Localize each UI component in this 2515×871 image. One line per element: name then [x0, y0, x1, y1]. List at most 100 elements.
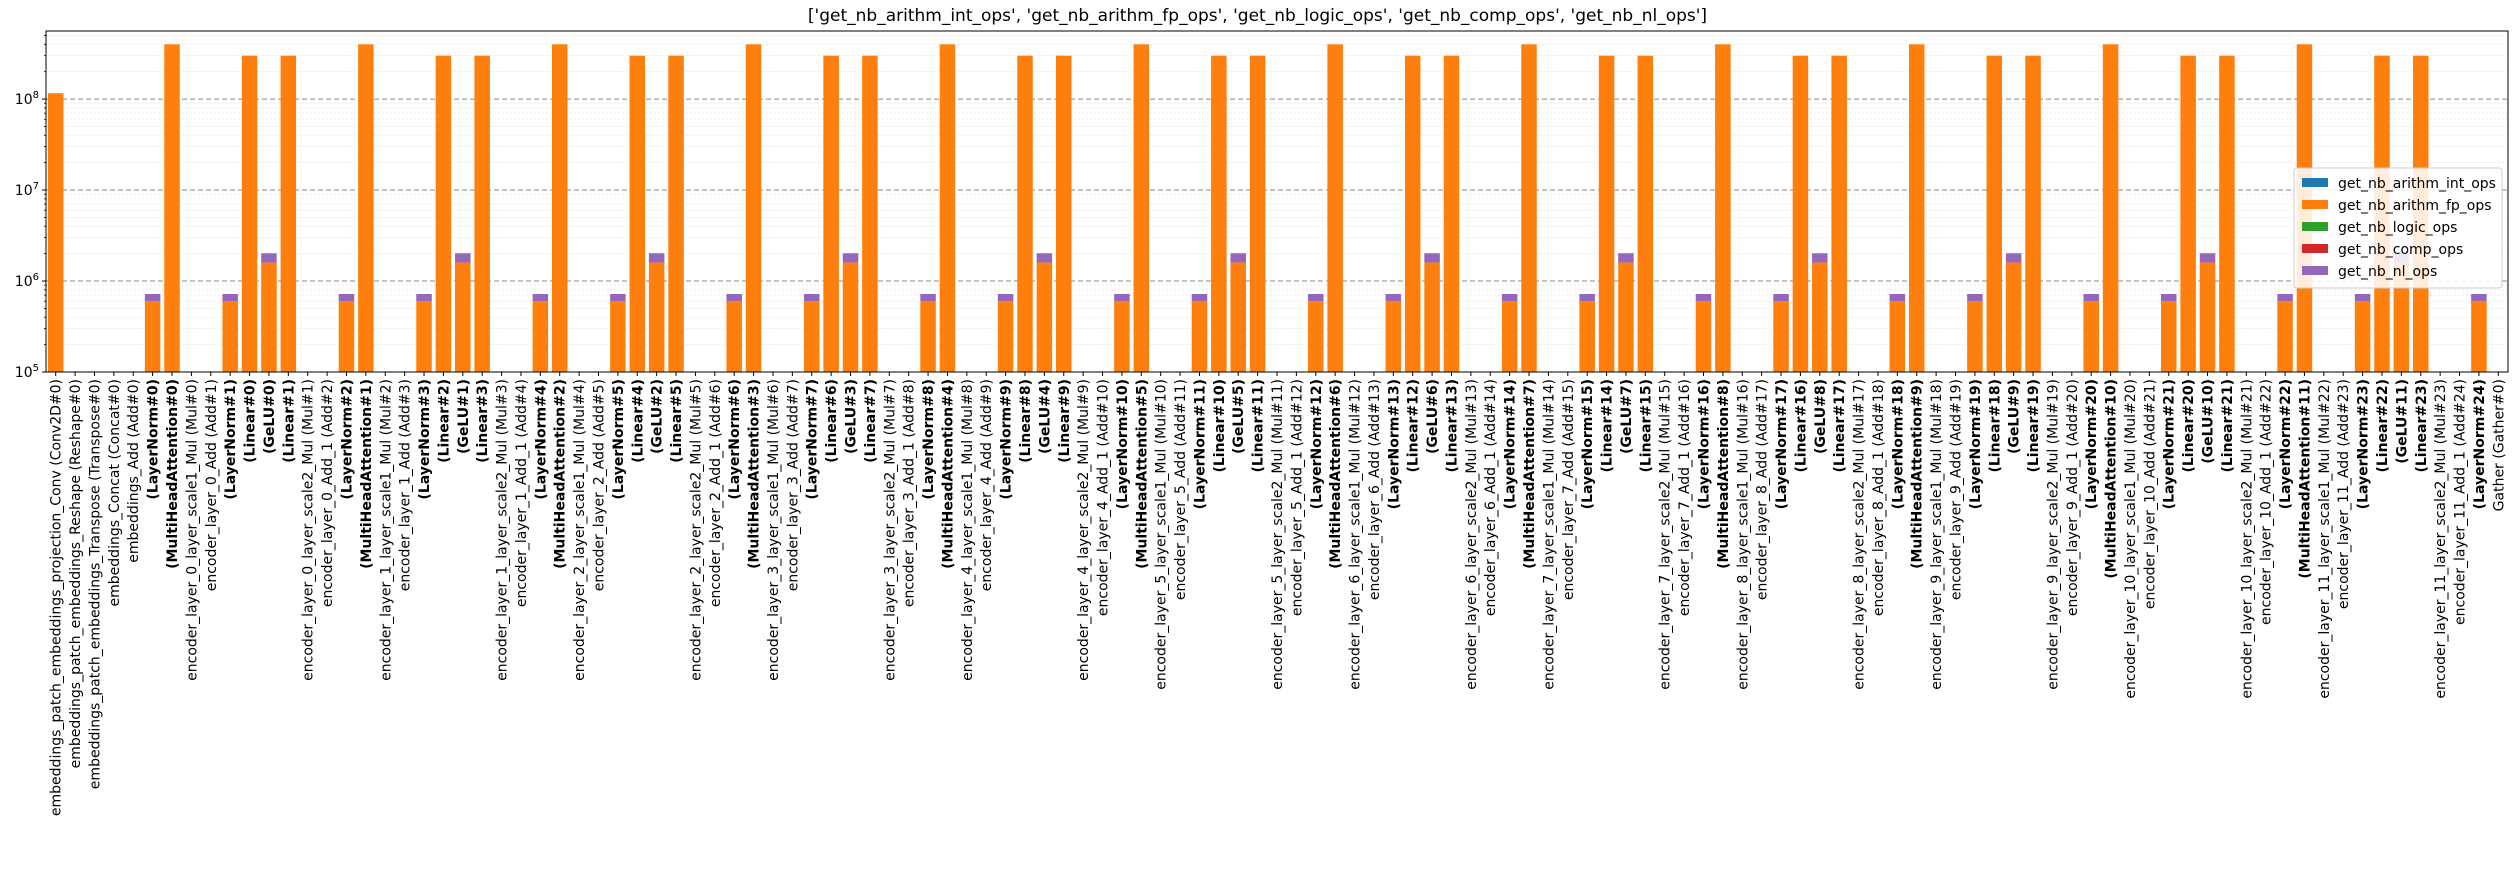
bar-get_nb_nl_ops	[1036, 253, 1053, 263]
x-tick-label: (MultiHeadAttention#10)	[2104, 379, 2120, 579]
x-tick-label: (MultiHeadAttention#6)	[1328, 379, 1344, 569]
bar-get_nb_arithm_fp_ops	[939, 44, 956, 372]
x-tick-label: (GeLU#6)	[1425, 379, 1441, 454]
x-tick-label: encoder_layer_7_Add_1 (Add#16)	[1677, 379, 1693, 616]
x-tick-label: (LayerNorm#1)	[223, 379, 239, 500]
legend-swatch	[2302, 266, 2328, 275]
x-tick-label: (Linear#7)	[863, 379, 879, 463]
x-tick-label: (LayerNorm#3)	[417, 379, 433, 500]
bar-get_nb_arithm_fp_ops	[1986, 55, 2003, 373]
bar-get_nb_nl_ops	[803, 294, 820, 302]
bar-get_nb_arithm_fp_ops	[1056, 55, 1072, 373]
legend-swatch	[2302, 178, 2328, 187]
bar-get_nb_nl_ops	[1501, 294, 1518, 302]
bar-get_nb_arithm_fp_ops	[1424, 262, 1440, 372]
x-tick-label: (Linear#22)	[2375, 379, 2391, 473]
bar-get_nb_arithm_fp_ops	[416, 301, 432, 372]
x-tick-label: encoder_layer_4_Add (Add#9)	[979, 379, 995, 591]
x-tick-label: (Linear#13)	[1444, 379, 1460, 473]
bar-get_nb_arithm_fp_ops	[823, 55, 839, 373]
bar-get_nb_arithm_fp_ops	[1327, 44, 1343, 372]
x-tick-label: (LayerNorm#6)	[727, 379, 743, 500]
x-tick-label: (GeLU#9)	[2007, 379, 2023, 454]
chart-title: ['get_nb_arithm_int_ops', 'get_nb_arithm…	[807, 6, 1708, 26]
x-tick-label: encoder_layer_5_layer_scale1_Mul (Mul#10…	[1154, 379, 1170, 690]
bar-get_nb_nl_ops	[2005, 253, 2022, 263]
x-tick-label: encoder_layer_7_layer_scale1_Mul (Mul#14…	[1541, 379, 1557, 690]
bar-get_nb_arithm_fp_ops	[2180, 55, 2196, 373]
bar-get_nb_arithm_fp_ops	[2471, 301, 2487, 372]
x-tick-label: encoder_layer_8_Add_1 (Add#18)	[1871, 379, 1887, 616]
bar-get_nb_nl_ops	[222, 294, 238, 302]
bar-get_nb_arithm_fp_ops	[648, 262, 665, 372]
bar-get_nb_arithm_fp_ops	[1521, 44, 1537, 372]
x-tick-label: embeddings_Add (Add#0)	[126, 379, 142, 563]
bar-get_nb_nl_ops	[1967, 294, 1983, 302]
bar-get_nb_arithm_fp_ops	[2025, 55, 2041, 373]
x-tick-label: (Linear#8)	[1018, 379, 1034, 463]
x-tick-label: encoder_layer_0_Add (Add#1)	[204, 379, 220, 591]
x-tick-label: (Linear#15)	[1638, 379, 1654, 473]
x-tick-label: (MultiHeadAttention#7)	[1522, 379, 1538, 569]
bar-get_nb_arithm_fp_ops	[1230, 262, 1246, 372]
x-tick-label: (LayerNorm#19)	[1968, 379, 1984, 509]
x-tick-label: (Linear#9)	[1057, 379, 1073, 463]
x-tick-label: encoder_layer_3_Add_1 (Add#8)	[902, 379, 918, 607]
x-tick-label: encoder_layer_3_Add (Add#7)	[785, 379, 801, 591]
bar-get_nb_arithm_fp_ops	[47, 93, 64, 372]
x-tick-label: encoder_layer_9_Add_1 (Add#20)	[2065, 379, 2081, 616]
bar-get_nb_arithm_fp_ops	[358, 44, 374, 372]
x-tick-label: encoder_layer_8_layer_scale1_Mul (Mul#16…	[1735, 379, 1751, 690]
x-tick-label: encoder_layer_4_layer_scale2_Mul (Mul#9)	[1076, 379, 1092, 681]
legend: get_nb_arithm_int_ops get_nb_arithm_fp_op…	[2293, 167, 2503, 289]
bar-get_nb_nl_ops	[1695, 294, 1712, 302]
x-tick-label: embeddings_patch_embeddings_Transpose (T…	[87, 379, 103, 789]
x-tick-label: (LayerNorm#22)	[2278, 379, 2294, 509]
bar-get_nb_arithm_fp_ops	[144, 301, 161, 372]
x-tick-label: (LayerNorm#16)	[1696, 379, 1712, 509]
bar-get_nb_nl_ops	[1308, 294, 1324, 302]
legend-swatch	[2302, 222, 2328, 231]
x-tick-label: encoder_layer_9_layer_scale1_Mul (Mul#18…	[1929, 379, 1945, 690]
bar-get_nb_arithm_fp_ops	[1017, 55, 1033, 373]
x-tick-label: encoder_layer_2_Add (Add#5)	[591, 379, 607, 591]
x-tick-label: (GeLU#1)	[456, 379, 472, 454]
x-tick-label: (Linear#6)	[824, 379, 840, 463]
bar-get_nb_nl_ops	[648, 253, 665, 263]
bars	[47, 44, 2487, 373]
bar-get_nb_arithm_fp_ops	[1114, 301, 1130, 372]
x-tick-label: (LayerNorm#11)	[1192, 379, 1208, 509]
bar-get_nb_nl_ops	[532, 294, 549, 302]
x-tick-label: (GeLU#8)	[1813, 379, 1829, 454]
x-tick-label: (LayerNorm#8)	[921, 379, 937, 500]
bar-get_nb_arithm_fp_ops	[551, 44, 568, 372]
y-tick-label: 106	[15, 272, 39, 290]
x-tick-label: encoder_layer_6_Add_1 (Add#14)	[1483, 379, 1499, 616]
x-tick-label: encoder_layer_1_Add_1 (Add#4)	[514, 379, 530, 607]
x-tick-label: encoder_layer_11_layer_scale2_Mul (Mul#2…	[2433, 379, 2449, 699]
x-tick-label: (GeLU#0)	[262, 379, 278, 454]
x-tick-label: (Linear#10)	[1212, 379, 1228, 473]
x-tick-label: encoder_layer_1_layer_scale2_Mul (Mul#3)	[495, 379, 511, 681]
x-tick-label: encoder_layer_0_Add_1 (Add#2)	[320, 379, 336, 607]
x-tick-label: (LayerNorm#7)	[805, 379, 821, 500]
bar-get_nb_nl_ops	[726, 294, 742, 302]
x-tick-label: encoder_layer_10_layer_scale1_Mul (Mul#2…	[2123, 379, 2139, 699]
x-tick-label: (LayerNorm#10)	[1115, 379, 1131, 509]
x-tick-label: (Linear#1)	[281, 379, 297, 463]
plot-frame	[45, 30, 2509, 373]
x-tick-label: encoder_layer_4_layer_scale1_Mul (Mul#8)	[960, 379, 976, 681]
bar-get_nb_arithm_fp_ops	[629, 55, 646, 373]
bar-get_nb_arithm_fp_ops	[2083, 301, 2099, 372]
x-tick-label: encoder_layer_5_Add_1 (Add#12)	[1289, 379, 1305, 616]
y-axis: 105 106 107 108	[15, 35, 46, 381]
x-tick-label: (LayerNorm#20)	[2084, 379, 2100, 509]
x-tick-label: (LayerNorm#2)	[339, 379, 355, 500]
x-tick-label: (MultiHeadAttention#11)	[2297, 379, 2313, 579]
x-tick-label: (LayerNorm#18)	[1890, 379, 1906, 509]
bar-get_nb_nl_ops	[416, 294, 432, 302]
x-tick-label: encoder_layer_10_layer_scale2_Mul (Mul#2…	[2239, 379, 2255, 699]
legend-label: get_nb_logic_ops	[2338, 220, 2457, 236]
x-tick-label: encoder_layer_1_Add (Add#3)	[398, 379, 414, 591]
x-tick-label: embeddings_patch_embeddings_projection_C…	[49, 379, 65, 816]
